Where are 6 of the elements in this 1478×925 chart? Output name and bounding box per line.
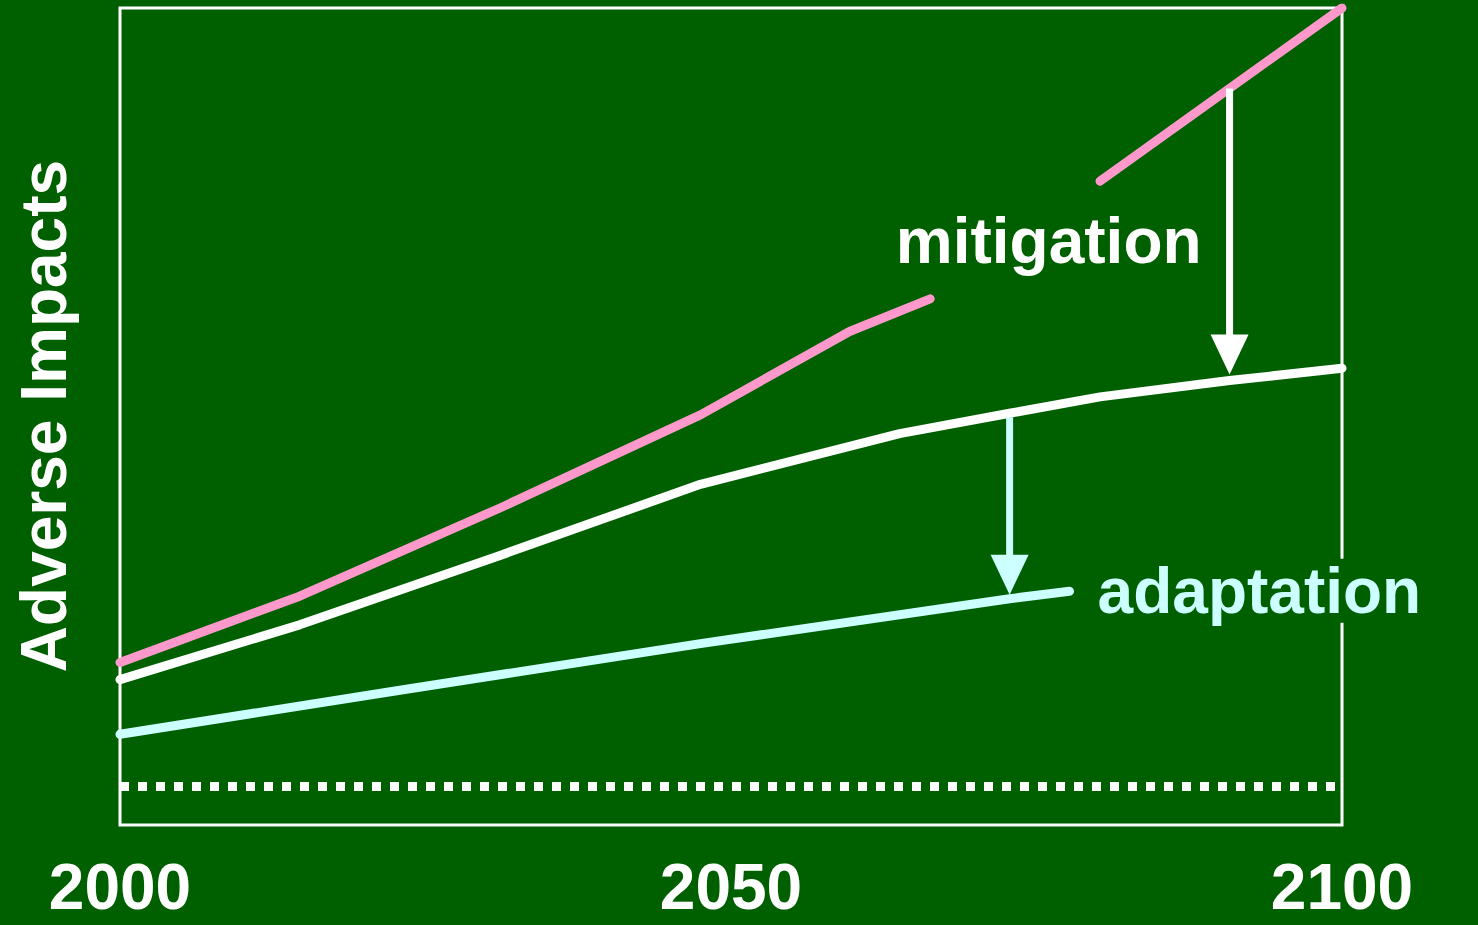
annotation: adaptation bbox=[1097, 554, 1422, 627]
x-tick-label: 2000 bbox=[48, 851, 192, 923]
annotation: mitigation bbox=[895, 205, 1202, 278]
y-axis-title: Adverse Impacts bbox=[8, 159, 80, 673]
x-tick-label: 2050 bbox=[659, 851, 803, 923]
x-tick-label: 2100 bbox=[1270, 851, 1414, 923]
